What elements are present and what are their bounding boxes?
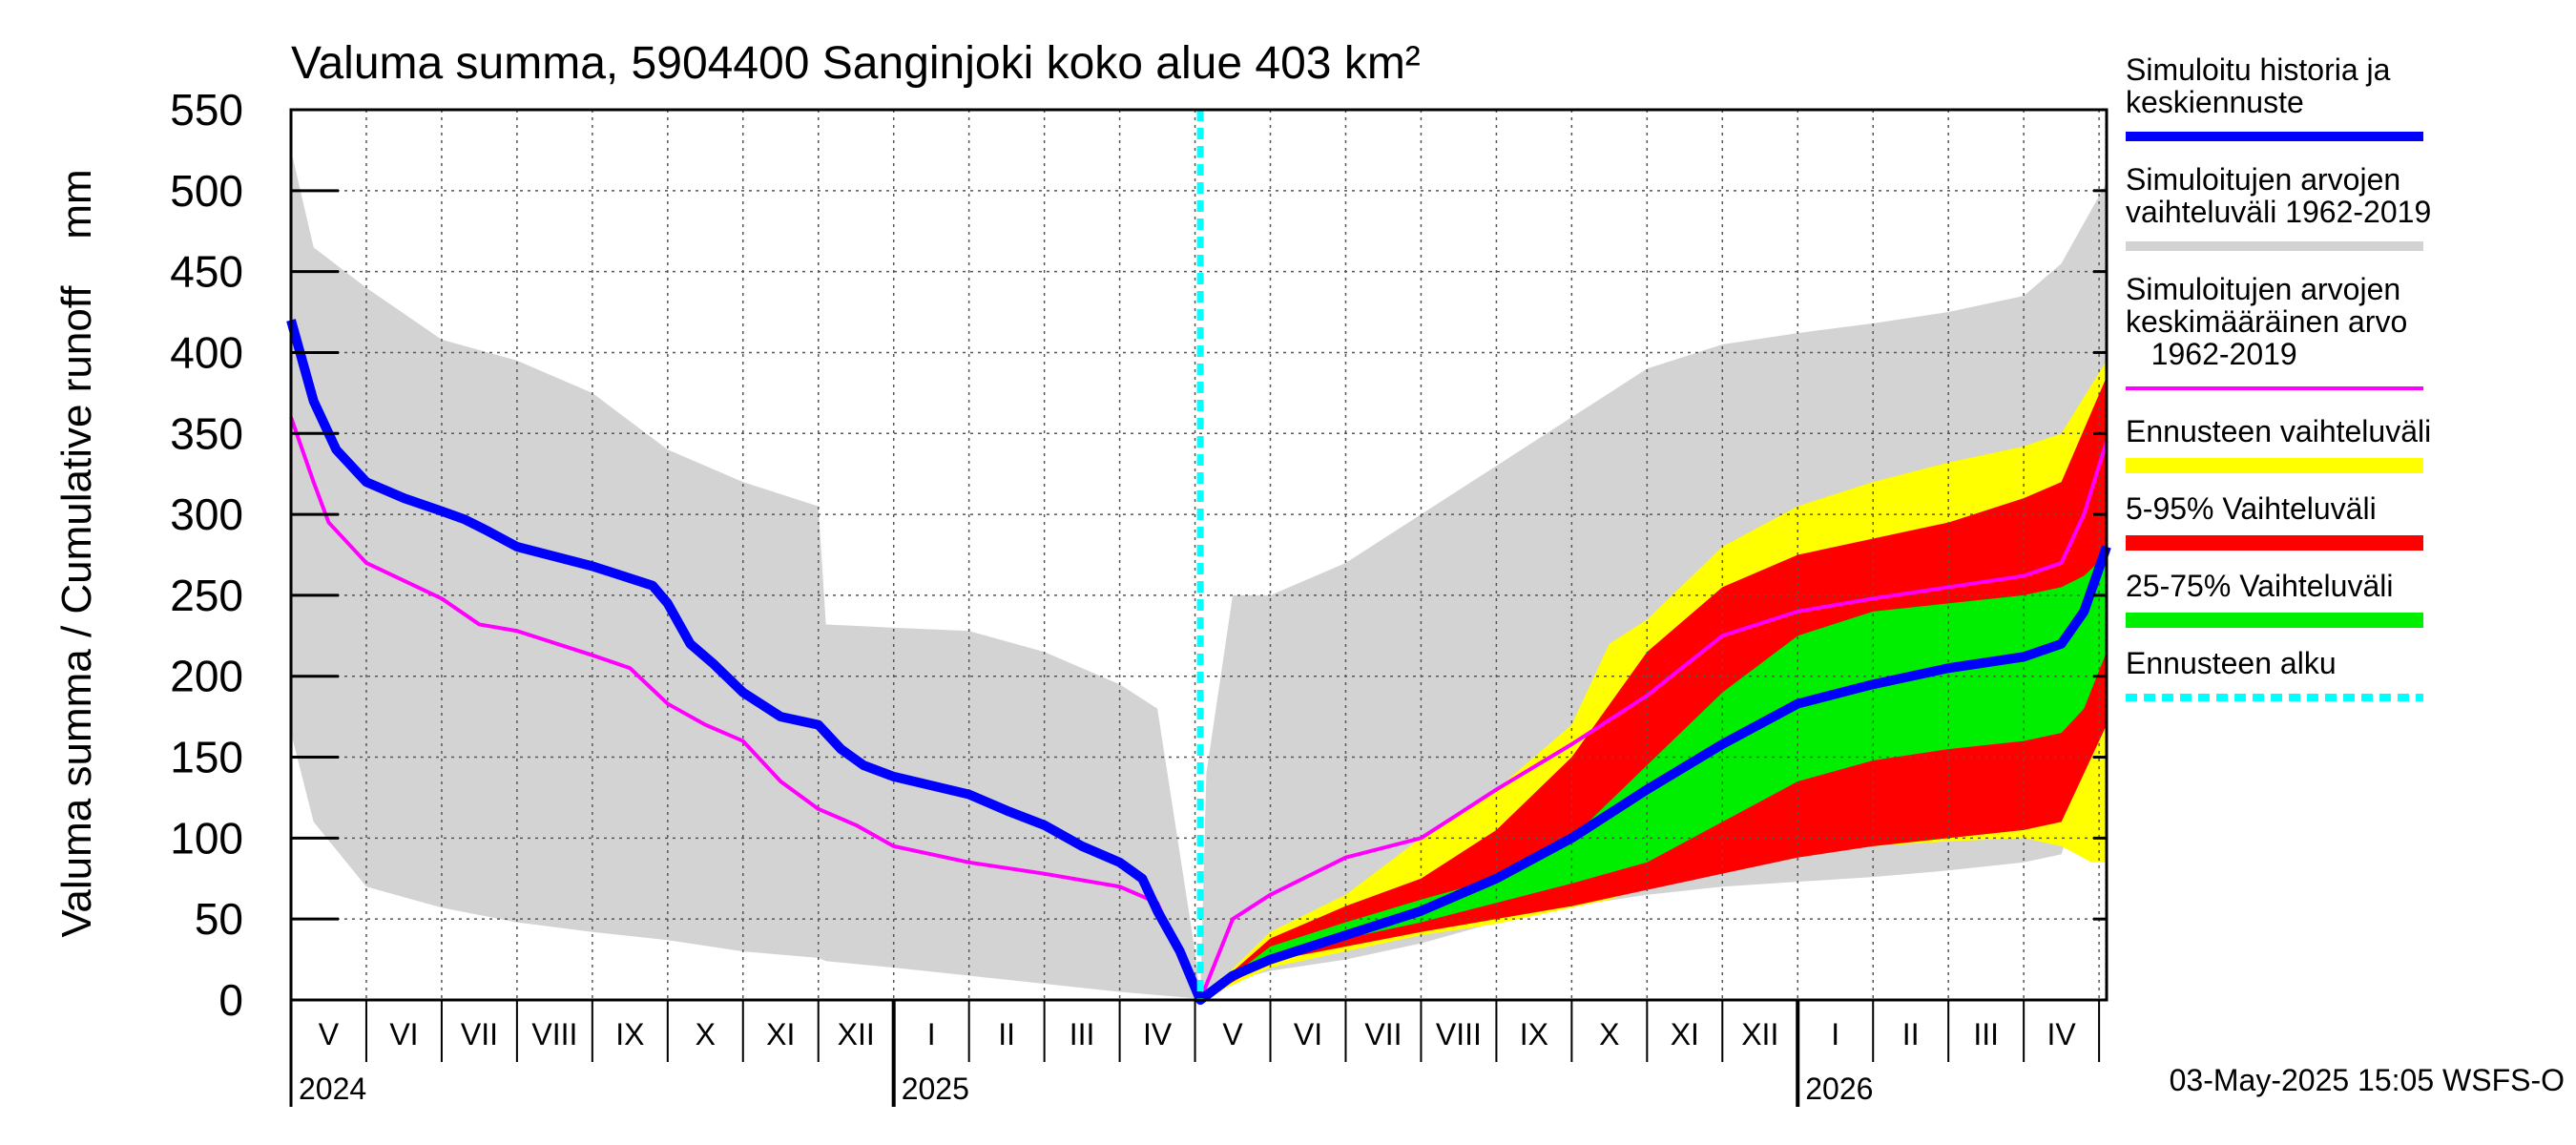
year-label: 2024 [299,1072,366,1106]
month-label: IV [2047,1017,2077,1051]
y-tick-label: 550 [170,85,243,135]
chart-title: Valuma summa, 5904400 Sanginjoki koko al… [291,38,1421,89]
month-label: IV [1143,1017,1173,1051]
month-label: XII [838,1017,875,1051]
year-label: 2026 [1805,1072,1873,1106]
legend-label: Simuloitu historia ja [2126,52,2391,87]
legend-label: 25-75% Vaihteluväli [2126,569,2393,603]
legend-label: Ennusteen alku [2126,646,2337,680]
legend-label: Simuloitujen arvojen [2126,162,2400,197]
legend-label: Ennusteen vaihteluväli [2126,414,2431,448]
month-label: VII [461,1017,498,1051]
y-tick-label: 300 [170,489,243,539]
series-simuloitujen-arvojen-keskim-r-inen-arvo-1962-2019 [289,416,2109,1002]
y-tick-label: 500 [170,166,243,216]
month-label: VI [1294,1017,1322,1051]
y-tick-label: 400 [170,327,243,377]
band-25-75-vaihteluv-li [1200,554,2107,1000]
month-label: V [319,1017,340,1051]
month-label: XII [1741,1017,1778,1051]
y-tick-label: 450 [170,247,243,297]
month-label: II [998,1017,1015,1051]
legend-swatch [2126,458,2423,473]
y-tick-label: 100 [170,813,243,863]
month-label: X [1599,1017,1619,1051]
month-label: VIII [531,1017,577,1051]
y-axis-label: Valuma summa / Cumulative runoff mm [53,169,100,937]
month-label: III [1070,1017,1095,1051]
y-tick-label: 200 [170,652,243,701]
month-label: VIII [1436,1017,1482,1051]
series-simuloitu-historia-ja-keskiennuste [286,319,2111,1005]
legend-label: keskimääräinen arvo [2126,304,2407,339]
month-label: I [1831,1017,1839,1051]
y-tick-label: 250 [170,571,243,620]
legend-swatch [2126,535,2423,551]
month-label: III [1973,1017,1999,1051]
y-tick-label: 150 [170,733,243,782]
month-label: IX [1520,1017,1548,1051]
timestamp-footer: 03-May-2025 15:05 WSFS-O [2170,1063,2565,1097]
month-label: IX [615,1017,644,1051]
legend-label: Simuloitujen arvojen [2126,272,2400,306]
month-label: II [1902,1017,1920,1051]
month-label: XI [766,1017,795,1051]
month-label: V [1222,1017,1243,1051]
year-label: 2025 [902,1072,969,1106]
month-label: XI [1671,1017,1699,1051]
legend-label: keskiennuste [2126,85,2304,119]
month-label: I [927,1017,936,1051]
plot-frame [289,108,2109,1002]
legend-label: vaihteluväli 1962-2019 [2126,195,2431,229]
legend-swatch [2126,613,2423,628]
legend-label: 5-95% Vaihteluväli [2126,491,2377,526]
y-tick-label: 350 [170,408,243,458]
legend-label: 1962-2019 [2126,337,2297,371]
month-label: VI [389,1017,418,1051]
month-label: VII [1364,1017,1402,1051]
month-label: X [696,1017,716,1051]
y-tick-label: 0 [218,975,243,1025]
y-tick-label: 50 [195,894,243,944]
